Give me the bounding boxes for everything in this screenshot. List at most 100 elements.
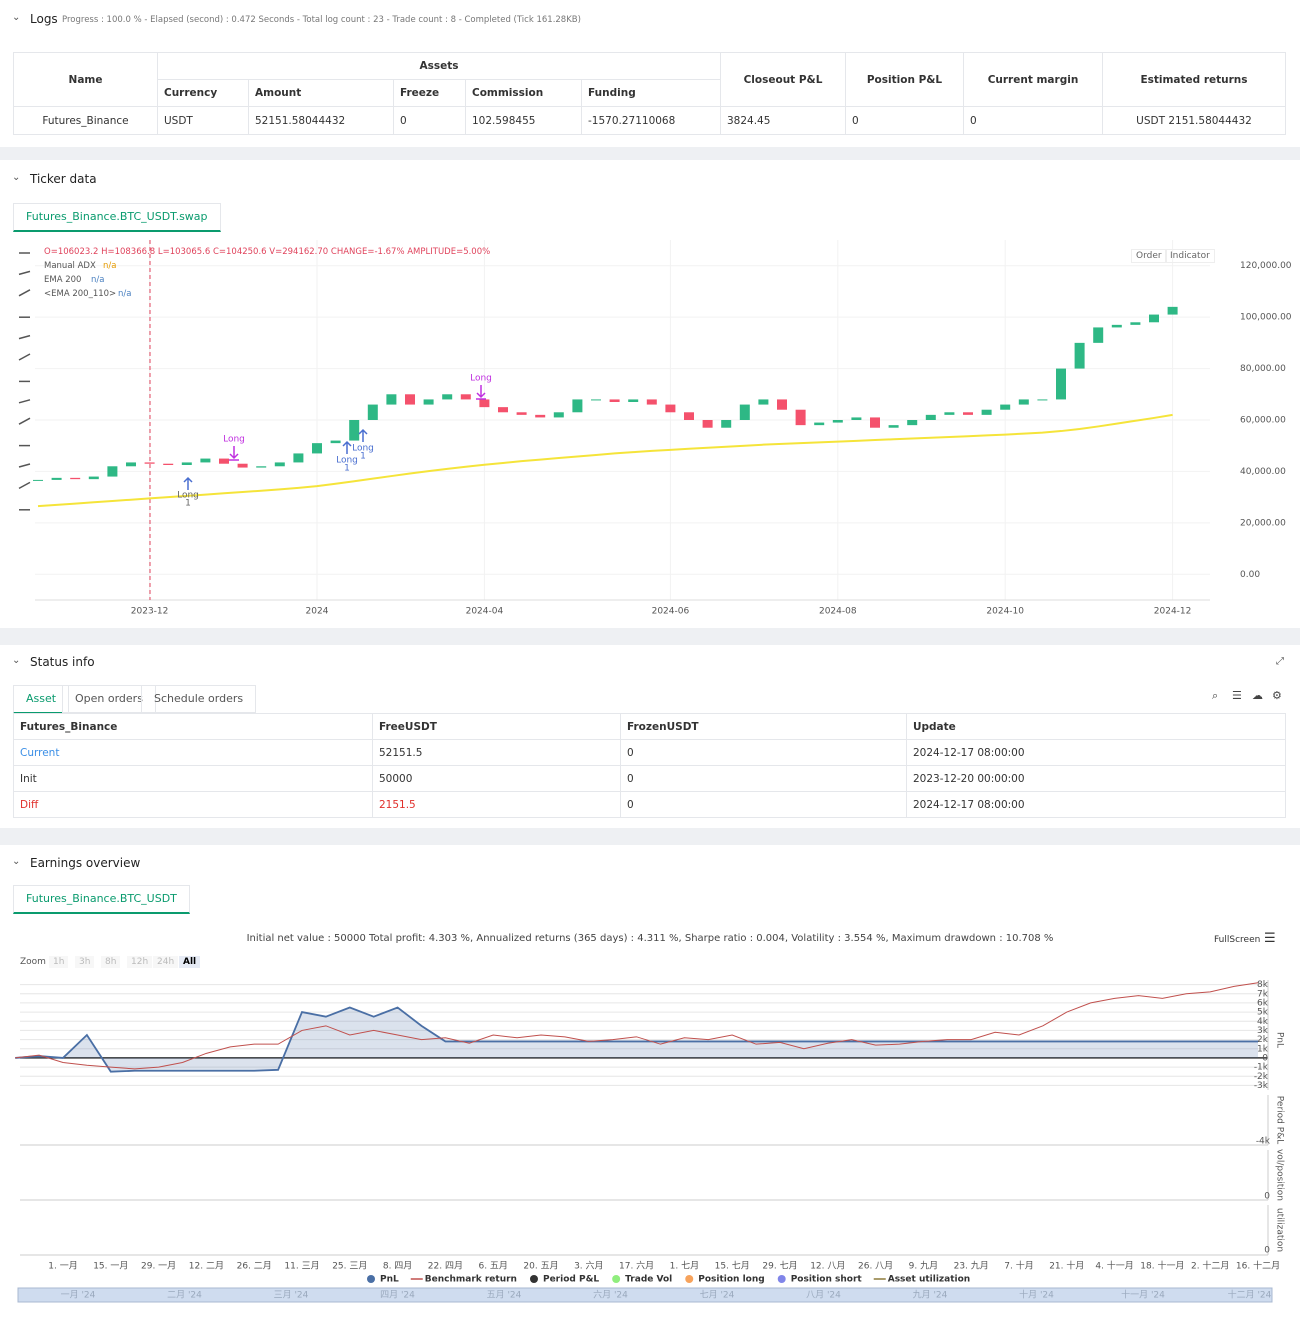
tab[interactable]: Open orders — [62, 685, 156, 713]
tab[interactable]: Asset — [13, 685, 70, 714]
candle — [516, 412, 527, 415]
navigator-label: 七月 '24 — [700, 1290, 735, 1301]
x-tick-label: 2024-12 — [1154, 607, 1192, 617]
y-tick-label: 5k — [1257, 1008, 1269, 1018]
candle — [498, 407, 508, 413]
pnl-line — [15, 1006, 1258, 1073]
navigator-label: 十一月 '24 — [1121, 1289, 1165, 1301]
zoom-button[interactable]: All — [179, 956, 201, 968]
chart-button[interactable]: Indicator — [1165, 249, 1215, 263]
legend-swatch — [367, 1275, 375, 1283]
zoom-button[interactable]: 12h — [127, 956, 153, 968]
ema-line — [37, 413, 1173, 508]
candle — [330, 440, 341, 444]
tab[interactable]: Schedule orders — [141, 685, 257, 713]
candle — [200, 458, 211, 463]
symbol-tab[interactable]: Futures_Binance.BTC_USDT.swap — [13, 203, 221, 232]
ticker-section — [0, 160, 1300, 628]
data-row: Current 52151.5 0 2024-12-17 08:00:00 — [13, 739, 1286, 766]
cell: USDT 2151.58044432 — [1102, 106, 1286, 135]
status-table: Futures_Binance FreeUSDT FrozenUSDT Update C… — [13, 713, 1286, 818]
candle — [144, 462, 155, 464]
candle — [739, 404, 750, 420]
candle — [1149, 314, 1159, 323]
candle — [1056, 368, 1066, 400]
navigator-label: 八月 '24 — [806, 1290, 841, 1301]
menu-icon[interactable]: ☰ — [1264, 931, 1276, 946]
log-summary: Progress : 100.0 % - Elapsed (second) : … — [62, 15, 581, 25]
navigator-label: 四月 '24 — [380, 1290, 415, 1301]
column-header: FrozenUSDT — [620, 713, 907, 740]
navigator-label: 二月 '24 — [167, 1290, 202, 1301]
x-tick-label: 8. 四月 — [383, 1261, 412, 1272]
navigator-label: 一月 '24 — [61, 1290, 96, 1301]
trade-annotation: Long — [336, 456, 358, 466]
trade-annotation: 1 — [185, 499, 191, 509]
x-tick-label: 23. 九月 — [954, 1261, 989, 1272]
column-header: Estimated returns — [1102, 52, 1286, 107]
zoom-button[interactable]: 24h — [153, 956, 179, 968]
candle — [70, 477, 81, 480]
x-tick-label: 16. 十二月 — [1236, 1260, 1280, 1272]
trade-annotation: Long — [470, 374, 492, 384]
x-tick-label: 1. 七月 — [670, 1261, 699, 1272]
candle — [963, 412, 973, 415]
y-tick-label: 1k — [1257, 1044, 1269, 1054]
candle — [274, 462, 285, 467]
x-tick-label: 25. 三月 — [332, 1261, 367, 1272]
zoom-button[interactable]: 3h — [75, 956, 95, 968]
candle — [256, 466, 267, 468]
candle — [758, 399, 769, 405]
candle — [925, 414, 936, 420]
header-row: Name Assets Closeout P&L Position P&L Curren… — [13, 52, 1286, 107]
x-tick-label: 26. 八月 — [858, 1261, 893, 1272]
toolbar-icon — [18, 270, 31, 276]
cell: 0 — [963, 106, 1103, 135]
x-tick-label: 6. 五月 — [478, 1261, 507, 1272]
candle — [126, 462, 136, 467]
candle — [665, 404, 676, 413]
x-tick-label: 2024 — [306, 607, 329, 617]
x-tick-label: 22. 四月 — [428, 1261, 463, 1272]
tool-icon[interactable]: ⌕ — [1212, 689, 1219, 702]
candle — [423, 399, 434, 405]
candle — [107, 466, 118, 477]
column-header: FreeUSDT — [372, 713, 621, 740]
legend-label: Position long — [698, 1275, 764, 1285]
cell: 3824.45 — [720, 106, 846, 135]
tool-icon[interactable]: ☰ — [1232, 689, 1242, 702]
x-tick-label: 9. 九月 — [909, 1261, 938, 1272]
sell-arrow — [476, 385, 486, 400]
candle — [684, 412, 694, 420]
y-tick-label: -3k — [1254, 1081, 1269, 1091]
legend-swatch — [529, 1275, 538, 1283]
panel-tick: 0 — [1264, 1192, 1270, 1202]
candle — [553, 412, 564, 418]
column-header: Futures_Binance — [13, 713, 373, 740]
fullscreen-button[interactable]: FullScreen — [1214, 935, 1261, 945]
toolbar-icon — [18, 463, 31, 468]
ohlc-info: O=106023.2 H=108366.8 L=103065.6 C=10425… — [44, 247, 491, 257]
candle — [535, 414, 546, 418]
symbol-tab[interactable]: Futures_Binance.BTC_USDT — [13, 885, 190, 914]
zoom-button[interactable]: 1h — [49, 956, 69, 968]
candle — [293, 453, 304, 463]
cell: 0 — [393, 106, 466, 135]
x-tick-label: 2023-12 — [131, 607, 169, 617]
x-tick-label: 12. 二月 — [189, 1261, 224, 1272]
x-tick-label: 11. 三月 — [284, 1261, 319, 1272]
y-tick-label: 60,000.00 — [1240, 416, 1286, 426]
legend-label: Trade Vol — [625, 1275, 672, 1285]
candle — [628, 399, 639, 402]
column-header: Closeout P&L — [720, 52, 846, 107]
y-tick-label: -1k — [1254, 1063, 1269, 1073]
buy-arrow — [183, 476, 193, 490]
chart-button[interactable]: Order — [1131, 249, 1167, 263]
collapse-icon: ⌄ — [12, 856, 21, 867]
tool-icon[interactable]: ☁ — [1252, 689, 1263, 702]
zoom-button[interactable]: 8h — [101, 956, 121, 968]
tool-icon[interactable]: ⚙ — [1272, 689, 1282, 702]
y-tick-label: 7k — [1257, 989, 1269, 999]
legend-label: Benchmark return — [425, 1275, 517, 1285]
collapse-icon: ⌄ — [12, 12, 21, 23]
